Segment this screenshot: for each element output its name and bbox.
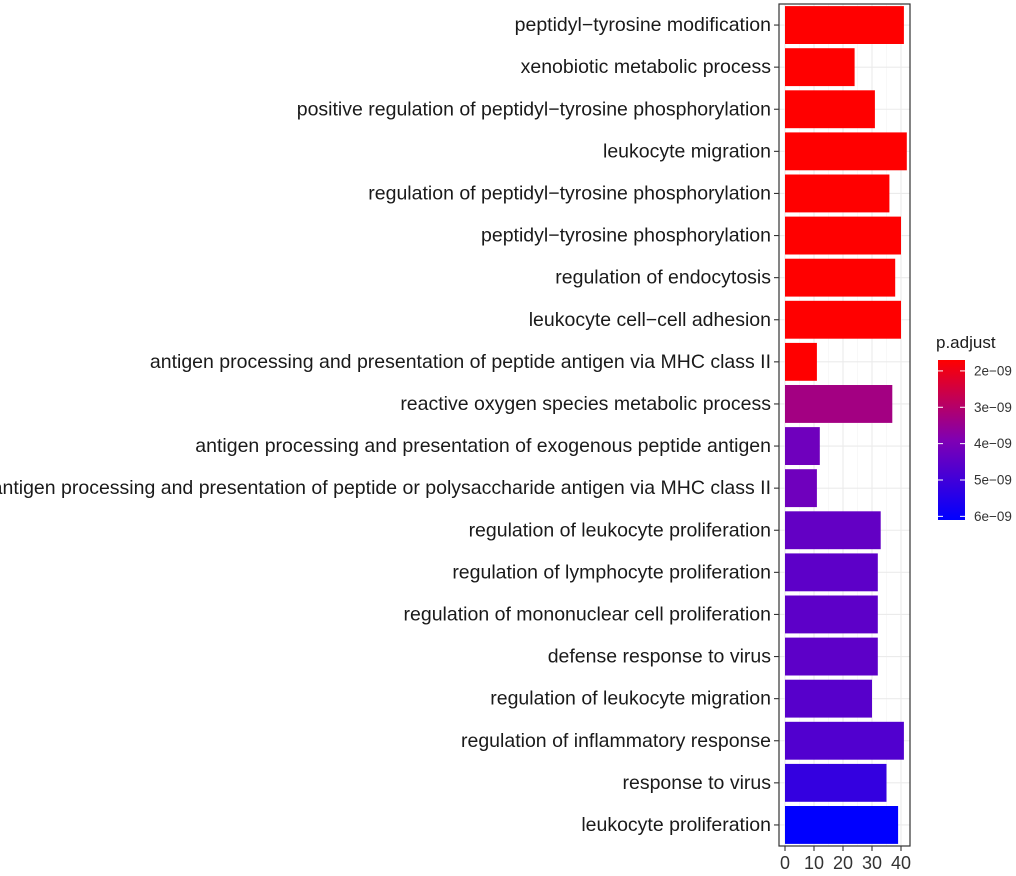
legend-tick-label: 5e−09 bbox=[974, 473, 1012, 488]
bar bbox=[785, 763, 887, 802]
x-axis: 0 10 20 30 40 bbox=[780, 846, 911, 873]
legend-tick-label: 3e−09 bbox=[974, 400, 1012, 415]
bar bbox=[785, 679, 872, 718]
category-label: reactive oxygen species metabolic proces… bbox=[400, 393, 771, 415]
bar bbox=[785, 469, 817, 508]
legend-colorbar bbox=[938, 360, 965, 520]
category-label: regulation of leukocyte migration bbox=[490, 688, 771, 710]
category-label: peptidyl−tyrosine modification bbox=[515, 14, 771, 36]
bar bbox=[785, 174, 890, 213]
category-label: regulation of peptidyl−tyrosine phosphor… bbox=[368, 182, 771, 204]
plot-border bbox=[778, 3, 911, 847]
category-label: peptidyl−tyrosine phosphorylation bbox=[481, 225, 771, 247]
bar bbox=[785, 132, 907, 171]
bar bbox=[785, 637, 878, 676]
bar bbox=[785, 553, 878, 592]
category-label: antigen processing and presentation of e… bbox=[195, 435, 771, 457]
bar bbox=[785, 427, 820, 465]
bar bbox=[785, 595, 878, 634]
panel-background bbox=[779, 4, 910, 846]
x-tick-label: 10 bbox=[804, 853, 824, 873]
category-label: antigen processing and presentation of p… bbox=[150, 351, 771, 373]
legend-ticks: 2e−09 3e−09 4e−09 5e−09 6e−09 bbox=[938, 363, 1012, 524]
bar bbox=[785, 806, 899, 844]
panel-border bbox=[778, 3, 911, 847]
category-label: defense response to virus bbox=[548, 646, 772, 668]
bar bbox=[785, 342, 817, 381]
category-label: regulation of inflammatory response bbox=[461, 730, 771, 752]
bar bbox=[785, 385, 893, 423]
color-legend: p.adjust 2e−09 3e−09 4e−09 5e−09 6e−09 bbox=[936, 333, 1012, 524]
bar bbox=[785, 300, 901, 339]
category-label: xenobiotic metabolic process bbox=[521, 56, 772, 78]
category-label: positive regulation of peptidyl−tyrosine… bbox=[297, 98, 771, 120]
category-label: antigen processing and presentation of p… bbox=[0, 477, 771, 499]
bar bbox=[785, 721, 904, 760]
x-tick-label: 20 bbox=[833, 853, 853, 873]
bar bbox=[785, 90, 875, 129]
legend-tick-label: 6e−09 bbox=[974, 509, 1012, 524]
legend-tick-label: 2e−09 bbox=[974, 363, 1012, 378]
category-labels: peptidyl−tyrosine modification xenobiotic… bbox=[0, 14, 779, 836]
x-tick-label: 40 bbox=[891, 853, 911, 873]
x-tick-label: 30 bbox=[862, 853, 882, 873]
category-label: leukocyte cell−cell adhesion bbox=[529, 309, 771, 331]
category-label: regulation of leukocyte proliferation bbox=[469, 519, 771, 541]
category-label: leukocyte migration bbox=[603, 140, 771, 162]
bar bbox=[785, 6, 904, 44]
x-tick-label: 0 bbox=[780, 853, 790, 873]
plot-panel bbox=[779, 4, 910, 846]
bar bbox=[785, 511, 881, 550]
category-label: regulation of lymphocyte proliferation bbox=[452, 561, 771, 583]
category-label: response to virus bbox=[623, 772, 772, 794]
category-label: leukocyte proliferation bbox=[581, 814, 771, 836]
bar bbox=[785, 216, 901, 255]
bars-group bbox=[785, 6, 907, 844]
legend-tick-label: 4e−09 bbox=[974, 436, 1012, 451]
bar bbox=[785, 48, 855, 87]
legend-title: p.adjust bbox=[936, 333, 996, 352]
bar bbox=[785, 258, 896, 297]
category-label: regulation of endocytosis bbox=[555, 267, 771, 289]
category-label: regulation of mononuclear cell prolifera… bbox=[404, 603, 771, 625]
